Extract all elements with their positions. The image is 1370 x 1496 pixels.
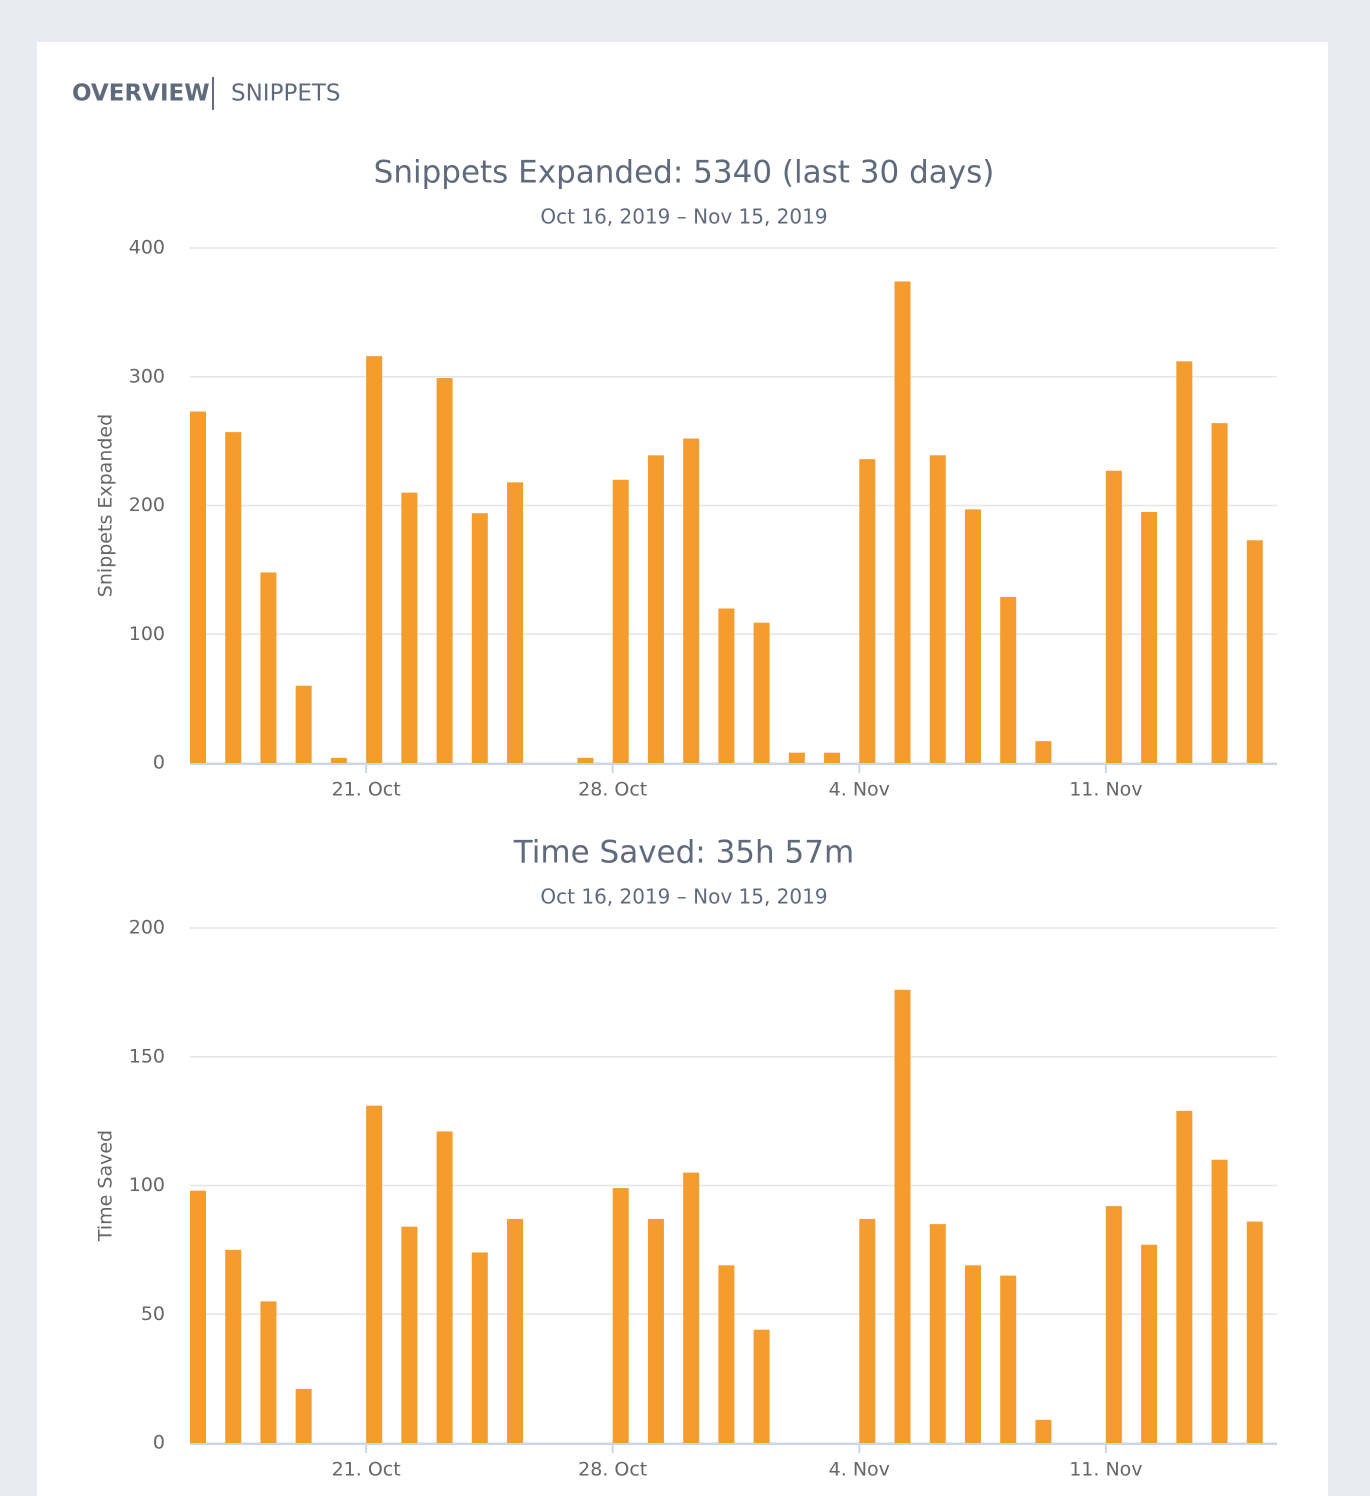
x-tick-label: 11. Nov [1069,1459,1142,1481]
bar [1141,511,1158,763]
bar [647,455,664,763]
bar [929,1224,946,1443]
y-tick-label: 400 [129,237,165,259]
bar [788,752,805,763]
y-tick-label: 0 [153,752,165,774]
y-tick-label: 150 [129,1045,165,1067]
bar [894,989,911,1443]
bar [471,1252,488,1443]
chart-subtitle: Oct 16, 2019 – Nov 15, 2019 [540,885,827,909]
y-tick-label: 50 [141,1303,165,1325]
bar [190,1190,206,1443]
bar [366,1105,383,1443]
tab[interactable]: OVERVIEW [72,81,210,107]
bar [612,479,629,763]
bar [612,1188,629,1443]
y-axis-label: Time Saved [95,1130,117,1242]
x-tick-label: 21. Oct [332,1459,401,1481]
bar [929,455,946,763]
x-tick-label: 11. Nov [1069,779,1142,801]
bar [1176,361,1193,763]
bar [824,752,841,763]
bar [1105,470,1122,763]
x-tick-label: 4. Nov [829,1459,890,1481]
bar [190,411,206,763]
bar [401,492,418,763]
bar [507,482,524,763]
x-tick-label: 21. Oct [332,779,401,801]
bar [894,281,911,763]
y-tick-label: 300 [129,365,165,387]
bar [401,1226,418,1443]
tab[interactable]: SNIPPETS [231,81,341,107]
chart-title: Time Saved: 35h 57m [513,835,854,871]
bar [647,1218,664,1443]
bar [471,513,488,763]
bar [295,1388,312,1443]
bar [1035,1419,1052,1443]
bar [225,1249,242,1443]
x-tick-label: 28. Oct [578,1459,647,1481]
chart-title: Snippets Expanded: 5340 (last 30 days) [374,155,995,191]
bar [1176,1110,1193,1443]
bar [366,356,383,763]
bar [964,1265,981,1443]
bar [683,438,700,763]
bar [1211,423,1228,763]
bar [1000,596,1017,763]
bar [718,1265,735,1443]
y-tick-label: 100 [129,623,165,645]
bar [577,757,594,763]
x-tick-label: 4. Nov [829,779,890,801]
bar [753,1329,770,1443]
bar [964,509,981,763]
x-tick-label: 28. Oct [578,779,647,801]
bar [683,1172,700,1443]
y-axis-label: Snippets Expanded [95,414,117,597]
bar [1211,1159,1228,1443]
bar [507,1218,524,1443]
bar [718,608,735,763]
y-tick-label: 100 [129,1174,165,1196]
bar [859,1218,876,1443]
y-tick-label: 200 [129,494,165,516]
bar [1000,1275,1017,1443]
chart-subtitle: Oct 16, 2019 – Nov 15, 2019 [540,205,827,229]
bar [1105,1206,1122,1443]
bar [1246,540,1263,763]
y-tick-label: 200 [129,917,165,939]
bar [436,378,453,763]
bar [1035,741,1052,763]
bar [260,1301,277,1443]
bar [295,685,312,763]
bar [330,757,347,763]
bar [436,1131,453,1443]
bar [225,432,242,763]
y-tick-label: 0 [153,1432,165,1454]
bar [1141,1244,1158,1443]
bar [753,622,770,763]
bar [1246,1221,1263,1443]
bar [859,459,876,763]
bar [260,572,277,763]
